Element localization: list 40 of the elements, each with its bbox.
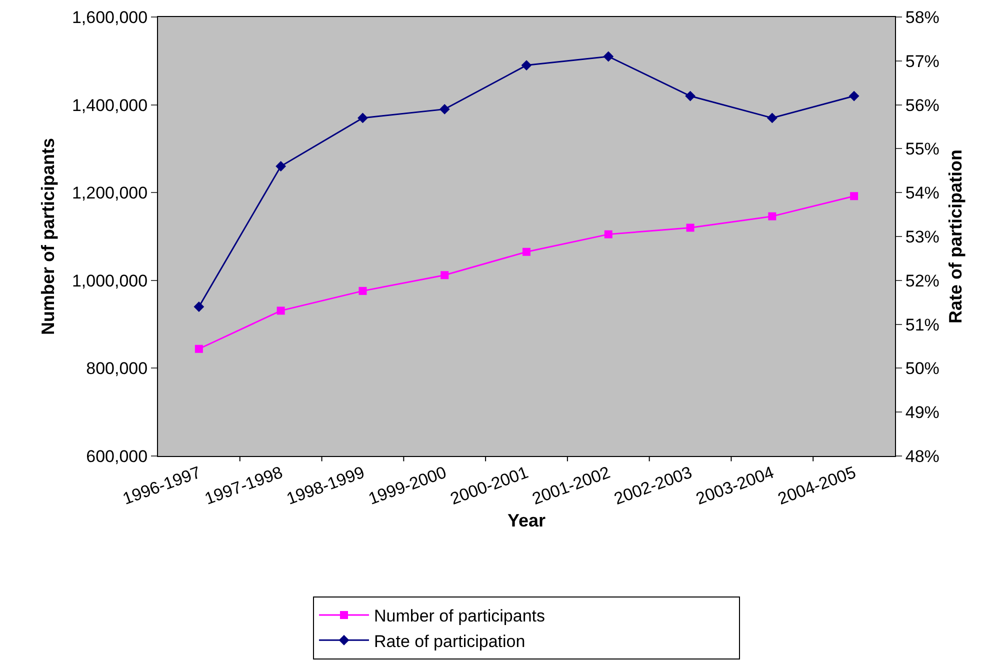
point: [766, 112, 778, 124]
point: [768, 212, 776, 220]
point: [194, 302, 204, 312]
point: [522, 248, 530, 256]
point: [439, 104, 450, 114]
x-axis-title: Year: [507, 510, 546, 530]
point: [521, 60, 532, 70]
y-tick-label: 1,400,000: [72, 96, 148, 115]
y2-axis-title: Rate of participation: [946, 149, 966, 324]
y2-tick-label: 52%: [905, 271, 940, 290]
point: [358, 286, 367, 295]
point: [685, 90, 696, 102]
point: [358, 112, 368, 124]
y-tick-label: 1,000,000: [72, 271, 148, 290]
y-tick-label: 1,600,000: [72, 8, 148, 27]
y-tick-label: 600,000: [86, 446, 148, 466]
point: [686, 224, 694, 232]
y2-tick-label: 50%: [905, 359, 940, 378]
y-axis-title: Number of participants: [38, 138, 58, 336]
legend-label: Rate of participation: [374, 632, 526, 651]
y2-tick-label: 55%: [905, 140, 940, 159]
y2-tick-label: 48%: [905, 446, 940, 466]
y2-tick-label: 49%: [905, 403, 940, 422]
legend-label: Number of participants: [374, 606, 546, 626]
y-tick-label: 800,000: [86, 359, 148, 378]
point: [603, 51, 614, 62]
point: [276, 161, 286, 172]
point: [850, 192, 858, 200]
y2-tick-label: 51%: [905, 315, 940, 334]
y2-tick-label: 57%: [905, 52, 940, 71]
point: [194, 344, 203, 353]
point: [276, 306, 285, 315]
y2-tick-label: 54%: [905, 184, 940, 203]
point: [440, 271, 449, 280]
y-tick-label: 1,200,000: [72, 184, 148, 203]
y2-tick-label: 53%: [905, 227, 940, 246]
point: [604, 230, 612, 238]
y2-tick-label: 56%: [905, 96, 940, 115]
point: [848, 90, 860, 102]
y2-tick-label: 58%: [905, 8, 940, 27]
